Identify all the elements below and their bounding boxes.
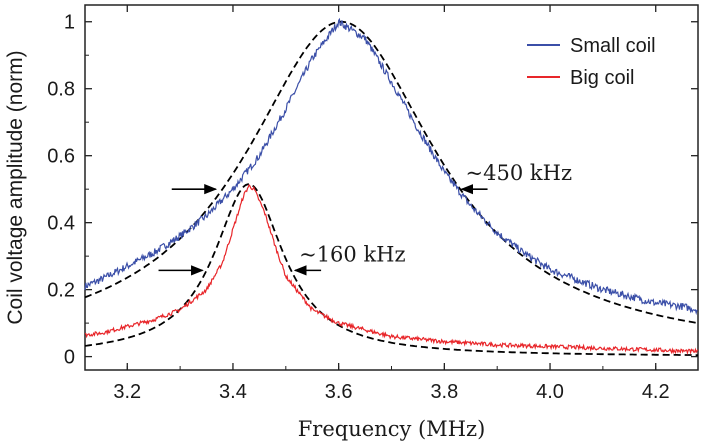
x-tick-label: 4.0: [536, 381, 564, 403]
legend-label-0: Small coil: [570, 35, 656, 57]
x-tick-label: 3.4: [219, 381, 247, 403]
fit-line-0: [84, 20, 699, 324]
x-axis-label: Frequency (MHz): [298, 417, 486, 441]
y-tick-label: 0.4: [47, 213, 75, 235]
x-tick-label: 3.2: [113, 381, 141, 403]
y-tick-label: 0.2: [47, 280, 75, 302]
series-line-big-coil: [84, 183, 699, 356]
fit-line-1: [84, 183, 698, 357]
y-axis-label: Coil voltage amplitude (norm): [4, 50, 27, 324]
x-tick-label: 4.2: [642, 381, 670, 403]
series-layer: [84, 17, 699, 357]
fwhm-label-0: ~450 kHz: [466, 161, 572, 185]
fwhm-label-1: ~160 kHz: [299, 242, 405, 266]
annotation-layer: ~450 kHz ~160 kHz: [158, 161, 572, 276]
legend-label-1: Big coil: [570, 67, 634, 89]
y-tick-label: 0.8: [47, 79, 75, 101]
legend: Small coil Big coil: [527, 35, 656, 89]
plot-frame: [84, 4, 699, 371]
x-tick-label: 3.8: [430, 381, 458, 403]
axis-ticks: 3.2 3.4 3.6 3.8 4.0 4.2 0 0.2 0.4 0.6 0.8 1: [47, 5, 698, 403]
y-tick-label: 1: [64, 12, 75, 34]
series-line-small-coil: [84, 17, 698, 316]
y-tick-label: 0: [64, 347, 75, 369]
y-tick-label: 0.6: [47, 146, 75, 168]
x-tick-label: 3.6: [325, 381, 353, 403]
